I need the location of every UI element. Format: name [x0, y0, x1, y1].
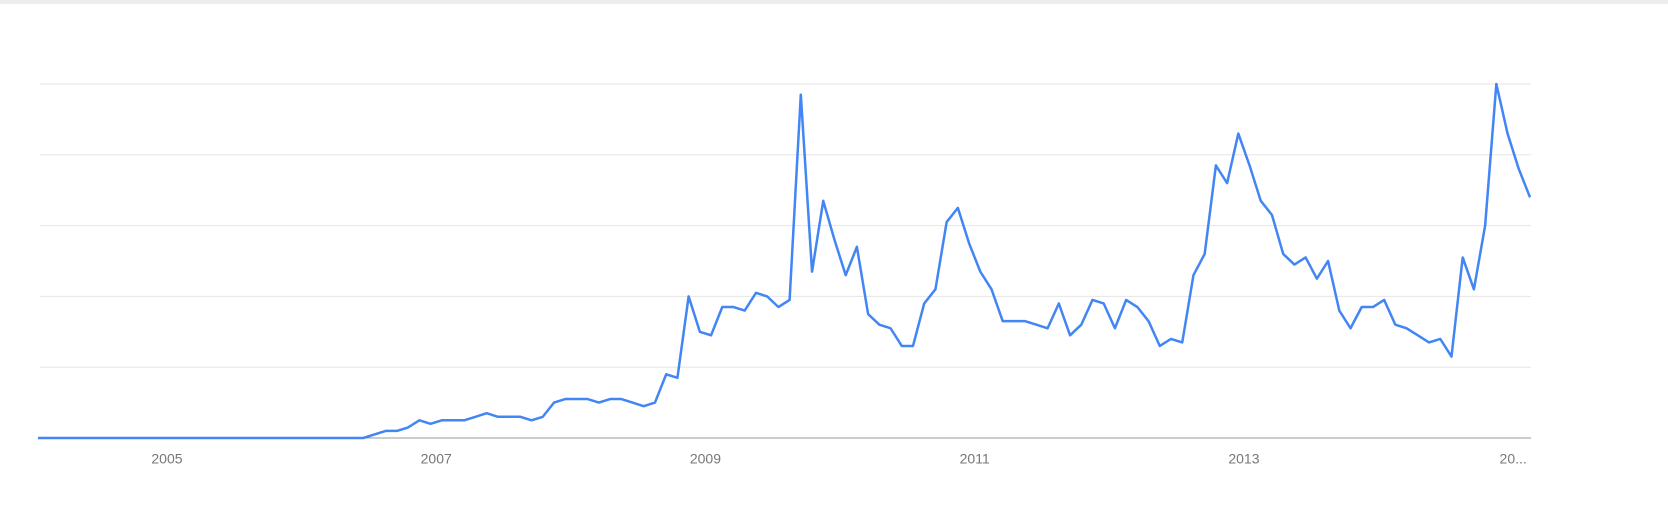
x-tick-label: 2009	[690, 451, 721, 467]
x-tick-label: 2011	[960, 451, 990, 467]
trend-line	[37, 82, 1532, 440]
x-tick-label: 2007	[421, 451, 452, 467]
x-tick-label: 2013	[1228, 451, 1259, 467]
top-bar	[0, 0, 1668, 4]
x-tick-label: 20...	[1500, 451, 1527, 467]
x-tick-label: 2005	[151, 451, 182, 467]
